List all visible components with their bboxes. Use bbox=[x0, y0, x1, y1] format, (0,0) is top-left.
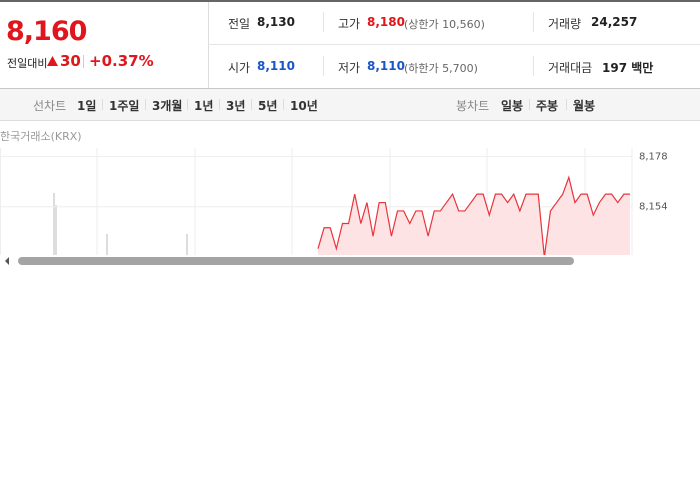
tab[interactable]: 5년 bbox=[258, 99, 278, 113]
panel-divider bbox=[208, 2, 209, 88]
price-area bbox=[318, 177, 630, 258]
tab-bar bbox=[0, 88, 700, 121]
price: 8,160 bbox=[6, 16, 87, 47]
up-icon bbox=[47, 56, 58, 66]
tab-group-label: 봉차트 bbox=[456, 99, 490, 113]
stat-value: 8,130 bbox=[257, 15, 295, 29]
sep bbox=[187, 99, 188, 110]
y-tick-label: 8,154 bbox=[639, 202, 668, 213]
sep bbox=[145, 99, 146, 110]
stat-value: 197 백만 bbox=[602, 61, 654, 75]
sep bbox=[323, 56, 324, 76]
stat-note: (상한가 10,560) bbox=[404, 18, 485, 31]
row-divider bbox=[208, 44, 700, 45]
stat-value: 8,110 bbox=[367, 59, 405, 73]
change-label: 전일대비 bbox=[7, 57, 48, 70]
stat-label: 거래대금 bbox=[548, 61, 593, 75]
sep bbox=[251, 99, 252, 110]
sep bbox=[283, 99, 284, 110]
sep bbox=[219, 99, 220, 110]
stat-value: 24,257 bbox=[591, 15, 638, 29]
sep bbox=[323, 12, 324, 32]
chart: 한국거래소(KRX) 8,178 8,154 bbox=[0, 130, 668, 265]
top-border bbox=[0, 0, 700, 2]
tab[interactable]: 1주일 bbox=[109, 99, 140, 113]
sep bbox=[102, 99, 103, 110]
early-trades bbox=[53, 193, 188, 255]
sep bbox=[83, 55, 84, 68]
sep bbox=[533, 56, 534, 76]
price-line bbox=[317, 175, 630, 258]
y-tick-label: 8,178 bbox=[639, 151, 668, 162]
change: 30 bbox=[60, 52, 81, 70]
stat-label: 거래량 bbox=[548, 17, 582, 31]
scroll-thumb[interactable] bbox=[18, 257, 574, 265]
stat-note: (하한가 5,700) bbox=[404, 62, 478, 75]
stat-label: 고가 bbox=[338, 17, 361, 31]
tab[interactable]: 1년 bbox=[194, 99, 214, 113]
tab[interactable]: 1일 bbox=[77, 99, 97, 113]
sep bbox=[529, 99, 530, 110]
chart-source: 한국거래소(KRX) bbox=[0, 130, 82, 143]
stat-label: 저가 bbox=[338, 61, 361, 75]
tab[interactable]: 3년 bbox=[226, 99, 246, 113]
sep bbox=[566, 99, 567, 110]
stat-value: 8,110 bbox=[257, 59, 295, 73]
stat-value: 8,180 bbox=[367, 15, 405, 29]
sep bbox=[533, 12, 534, 32]
change-rate: +0.37% bbox=[89, 52, 154, 70]
tab[interactable]: 3개월 bbox=[152, 99, 183, 113]
scroll-left[interactable] bbox=[5, 257, 9, 265]
stat-label: 시가 bbox=[228, 61, 251, 75]
tab[interactable]: 주봉 bbox=[536, 99, 559, 113]
tab[interactable]: 일봉 bbox=[501, 99, 524, 113]
stat-label: 전일 bbox=[228, 17, 251, 31]
tab-group-label: 선차트 bbox=[33, 99, 67, 113]
tab[interactable]: 월봉 bbox=[573, 99, 596, 113]
tab[interactable]: 10년 bbox=[290, 99, 318, 113]
